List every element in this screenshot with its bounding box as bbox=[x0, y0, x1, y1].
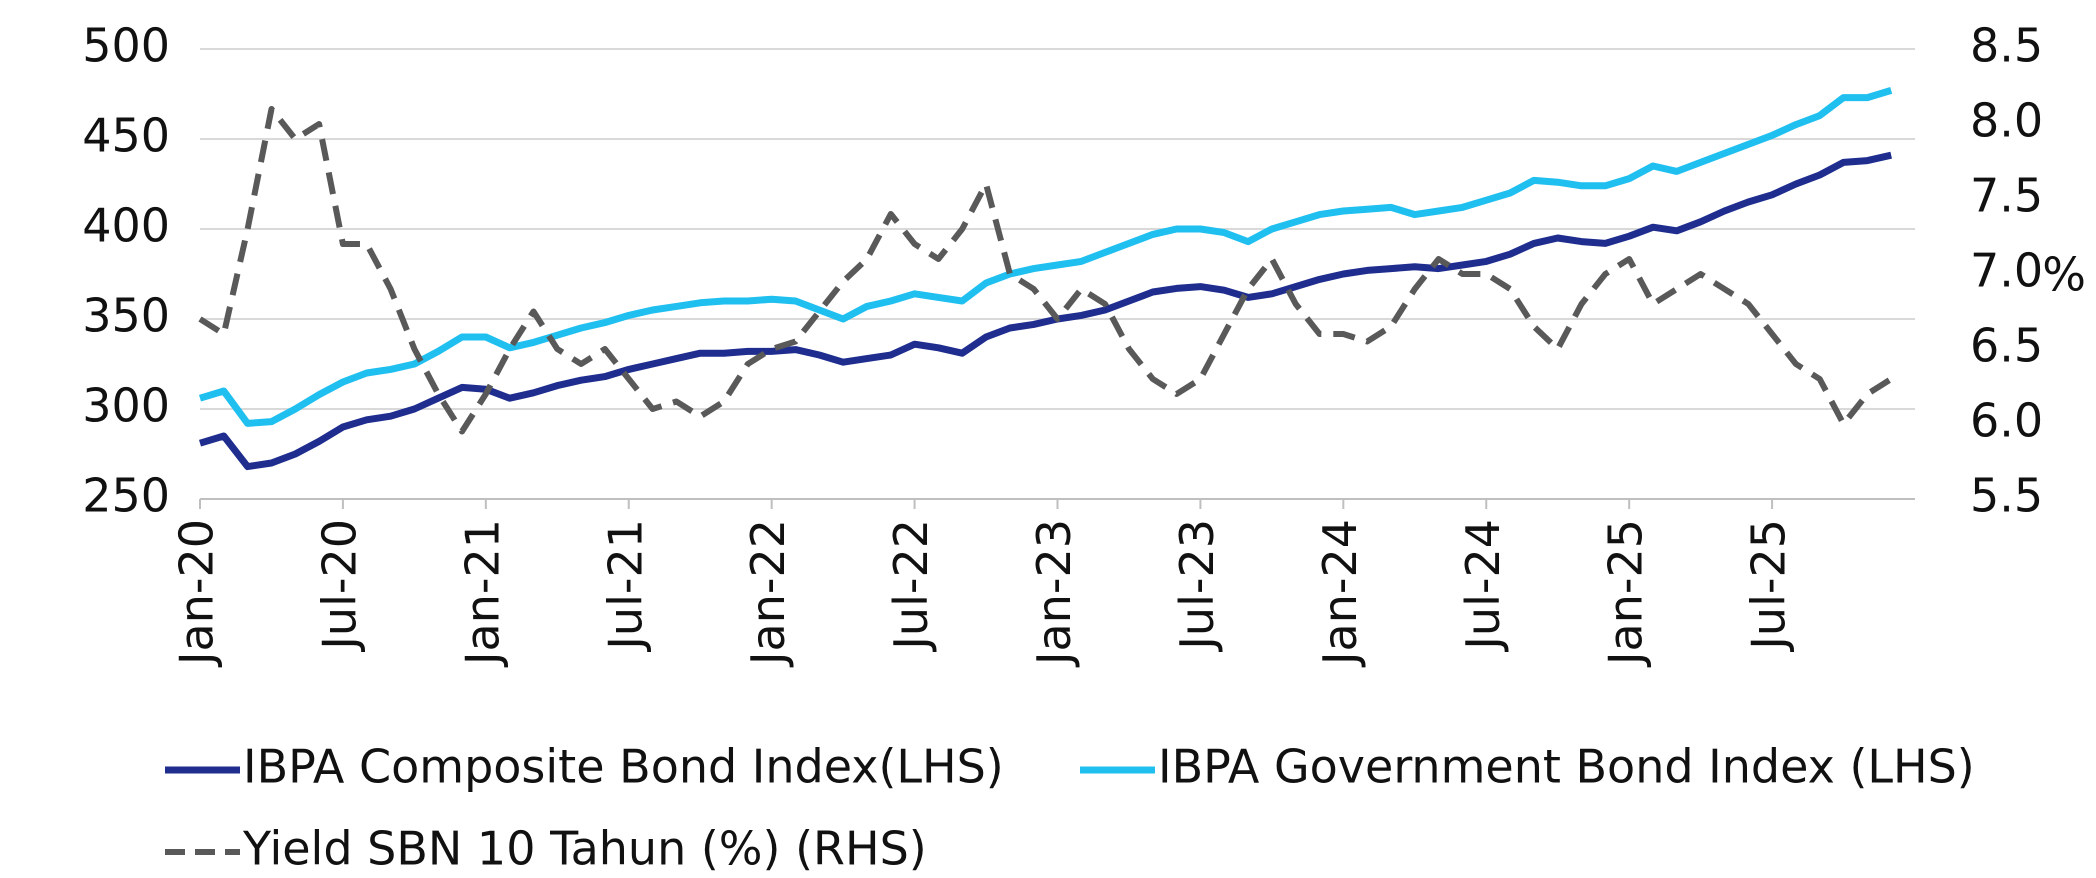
y2-tick-label: 5.5 bbox=[1970, 469, 2043, 523]
x-tick-label: Jul-23 bbox=[1170, 519, 1224, 653]
x-tick-label: Jan-24 bbox=[1313, 519, 1367, 668]
y2-tick-label: 7.0 bbox=[1970, 244, 2043, 298]
y2-tick-label: 8.0 bbox=[1970, 94, 2043, 148]
y-tick-label: 250 bbox=[82, 469, 170, 523]
y2-axis-label: % bbox=[2042, 248, 2086, 302]
y2-tick-label: 8.5 bbox=[1970, 19, 2043, 73]
series-line bbox=[198, 106, 1893, 435]
x-tick-label: Jan-23 bbox=[1027, 519, 1081, 668]
y-tick-label: 300 bbox=[82, 379, 170, 433]
y-tick-label: 350 bbox=[82, 289, 170, 343]
x-tick-label: Jan-22 bbox=[741, 519, 795, 668]
y2-tick-label: 6.5 bbox=[1970, 319, 2043, 373]
x-tick-label: Jan-25 bbox=[1599, 519, 1653, 668]
x-tick-label: Jan-20 bbox=[170, 519, 224, 668]
series-line bbox=[198, 151, 1892, 471]
x-tick-label: Jul-25 bbox=[1742, 519, 1796, 653]
legend-label: IBPA Composite Bond Index(LHS) bbox=[243, 740, 1004, 794]
x-tick-label: Jan-21 bbox=[455, 519, 509, 668]
x-tick-label: Jul-22 bbox=[884, 519, 938, 653]
y-tick-label: 500 bbox=[82, 19, 170, 73]
y-tick-label: 450 bbox=[82, 109, 170, 163]
y2-tick-label: 7.5 bbox=[1970, 169, 2043, 223]
x-tick-label: Jul-21 bbox=[598, 519, 652, 653]
legend-label: Yield SBN 10 Tahun (%) (RHS) bbox=[242, 822, 927, 876]
y-tick-label: 400 bbox=[82, 199, 170, 253]
legend-label: IBPA Government Bond Index (LHS) bbox=[1158, 740, 1975, 794]
series-line bbox=[198, 87, 1893, 427]
x-tick-label: Jul-20 bbox=[312, 519, 366, 653]
x-tick-label: Jul-24 bbox=[1456, 519, 1510, 653]
y2-tick-label: 6.0 bbox=[1970, 394, 2043, 448]
